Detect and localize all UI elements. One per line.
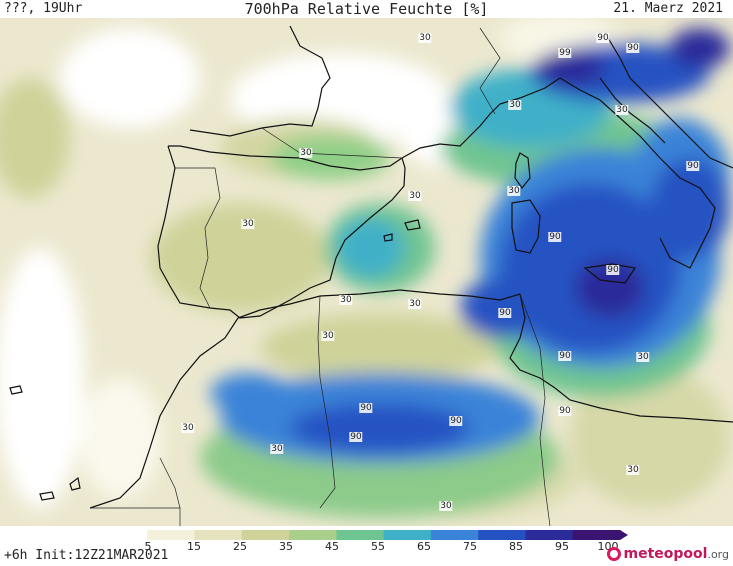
- colorbar-segment: [147, 530, 196, 540]
- contour-label: 90: [606, 265, 620, 275]
- colorbar-tick-label: 85: [509, 540, 523, 553]
- country-borders: [90, 27, 551, 526]
- colorbar-segment: [241, 530, 290, 540]
- colorbar-ticks: 5 15 25 35 45 55 65 75 85 95 100: [0, 540, 733, 554]
- brand-suffix: .org: [707, 547, 729, 561]
- contour-label: 30: [507, 186, 521, 196]
- meteopool-logo: meteopool .org: [606, 546, 729, 562]
- colorbar-segment: [100, 530, 148, 540]
- colorbar-tick-label: 15: [187, 540, 201, 553]
- contour-label: 90: [686, 161, 700, 171]
- coastlines: [9, 25, 733, 509]
- colorbar-tick-label: 35: [279, 540, 293, 553]
- contour-label: 30: [408, 191, 422, 201]
- map-canvas: [0, 18, 733, 526]
- contour-label: 30: [418, 33, 432, 43]
- contour-label: 30: [270, 444, 284, 454]
- contour-label: 30: [181, 423, 195, 433]
- contour-label: 30: [408, 299, 422, 309]
- colorbar-tick-label: 25: [233, 540, 247, 553]
- contour-label: 90: [359, 403, 373, 413]
- contour-label: 90: [349, 432, 363, 442]
- colorbar: [100, 530, 628, 540]
- contour-label: 30: [615, 105, 629, 115]
- contour-label: 30: [439, 501, 453, 511]
- contour-label: 90: [449, 416, 463, 426]
- colorbar-tick-label: 65: [417, 540, 431, 553]
- contour-label: 30: [299, 148, 313, 158]
- location-time-label: ???, 19Uhr: [4, 1, 83, 16]
- colorbar-tick-label: 75: [463, 540, 477, 553]
- logo-icon: [606, 547, 621, 561]
- colorbar-tick-label: 95: [555, 540, 569, 553]
- chart-footer: 5 15 25 35 45 55 65 75 85 95 100 +6h Init:12Z21MAR…: [0, 526, 733, 566]
- contour-label: 90: [626, 43, 640, 53]
- contour-label: 90: [558, 406, 572, 416]
- chart-header: ???, 19Uhr 700hPa Relative Feuchte [%] 2…: [0, 0, 733, 18]
- colorbar-segment: [289, 530, 337, 540]
- colorbar-segment: [336, 530, 385, 540]
- map-title: 700hPa Relative Feuchte [%]: [244, 0, 489, 18]
- brand-name: meteopool: [623, 546, 708, 562]
- colorbar-arrow: [620, 530, 628, 540]
- colorbar-tick-label: 45: [325, 540, 339, 553]
- colorbar-segment: [478, 530, 526, 540]
- colorbar-segment: [383, 530, 432, 540]
- contour-label: 90: [498, 308, 512, 318]
- colorbar-scale: [100, 530, 628, 540]
- colorbar-segment: [430, 530, 479, 540]
- date-label: 21. Maerz 2021: [613, 1, 723, 16]
- contour-label: 90: [558, 351, 572, 361]
- contour-label: 30: [626, 465, 640, 475]
- contour-label: 90: [596, 33, 610, 43]
- colorbar-segment: [194, 530, 243, 540]
- humidity-field: [0, 18, 730, 518]
- contour-label: 90: [548, 232, 562, 242]
- contour-label: 99: [558, 48, 572, 58]
- colorbar-segment: [572, 530, 621, 540]
- humidity-map: 30 90 90 99 30 30 30 30 30 90 90 90 30 3…: [0, 18, 733, 526]
- run-info-label: +6h Init:12Z21MAR2021: [4, 548, 169, 563]
- colorbar-tick-label: 55: [371, 540, 385, 553]
- contour-label: 30: [321, 331, 335, 341]
- contour-label: 30: [241, 219, 255, 229]
- colorbar-segment: [525, 530, 574, 540]
- contour-label: 30: [508, 100, 522, 110]
- contour-label: 30: [636, 352, 650, 362]
- colorbar-tick-label: 5: [144, 540, 152, 553]
- contour-label: 30: [339, 295, 353, 305]
